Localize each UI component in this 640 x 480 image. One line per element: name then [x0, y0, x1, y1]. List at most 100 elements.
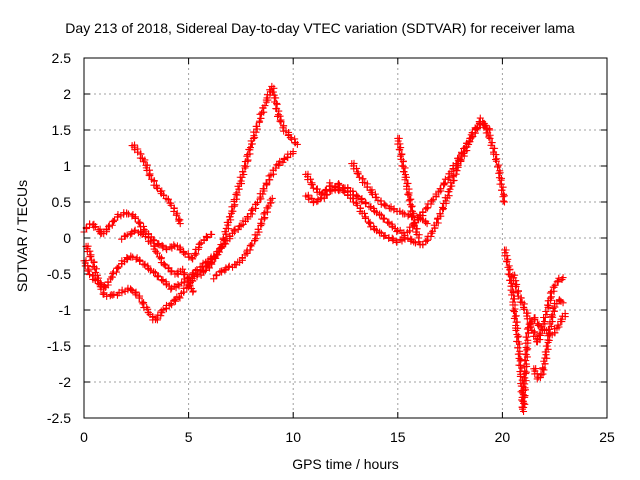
data-point — [396, 152, 404, 160]
data-point — [559, 274, 567, 282]
y-axis-label: SDTVAR / TECUs — [14, 179, 30, 293]
data-point — [410, 209, 418, 217]
data-point — [159, 277, 167, 285]
data-point — [225, 213, 233, 221]
data-point — [234, 226, 242, 234]
x-tick-label: 25 — [599, 429, 615, 445]
y-tick-label: 2.5 — [52, 50, 72, 66]
data-point — [167, 268, 175, 276]
series-track-b — [80, 252, 218, 293]
data-point — [523, 333, 531, 341]
data-point — [546, 329, 554, 337]
data-point — [405, 197, 413, 205]
series-track-l — [394, 134, 423, 242]
data-point — [181, 250, 189, 258]
data-point — [160, 191, 168, 199]
data-point — [524, 336, 532, 344]
series-track-e — [128, 141, 184, 228]
data-point — [188, 255, 196, 263]
data-point — [172, 211, 180, 219]
data-point — [208, 230, 216, 238]
data-point — [260, 185, 268, 193]
data-point — [225, 262, 233, 270]
data-point — [93, 277, 101, 285]
data-point — [168, 301, 176, 309]
data-point — [213, 271, 221, 279]
y-tick-label: -0.5 — [47, 266, 71, 282]
data-point — [354, 170, 362, 178]
data-point — [305, 195, 313, 203]
data-point — [266, 176, 274, 184]
data-point — [159, 306, 167, 314]
data-point — [550, 307, 558, 315]
y-tick-label: -2.5 — [47, 410, 71, 426]
data-point — [413, 225, 421, 233]
y-tick-label: -1.5 — [47, 338, 71, 354]
data-point — [423, 236, 431, 244]
data-point — [179, 265, 187, 273]
data-point — [465, 138, 473, 146]
chart-title: Day 213 of 2018, Sidereal Day-to-day VTE… — [65, 20, 575, 36]
data-point — [404, 212, 412, 220]
data-point — [546, 289, 554, 297]
data-point — [500, 198, 508, 206]
data-point — [308, 194, 316, 202]
series-track-j — [302, 118, 494, 249]
data-point — [217, 267, 225, 275]
data-point — [260, 210, 268, 218]
data-point — [349, 188, 357, 196]
data-point — [309, 184, 317, 192]
data-point — [514, 333, 522, 341]
data-point — [436, 210, 444, 218]
data-point — [516, 372, 524, 380]
series-track-o — [530, 296, 567, 383]
y-tick-label: 0.5 — [52, 194, 72, 210]
data-point — [176, 294, 184, 302]
data-point — [499, 197, 507, 205]
data-point — [510, 308, 518, 316]
data-point — [411, 239, 419, 247]
data-point — [474, 125, 482, 133]
data-point — [108, 273, 116, 281]
data-point — [376, 228, 384, 236]
data-point — [137, 150, 145, 158]
x-tick-label: 0 — [80, 429, 88, 445]
data-point — [273, 100, 281, 108]
data-point — [543, 354, 551, 362]
data-point — [520, 305, 528, 313]
data-point — [139, 300, 147, 308]
data-point — [135, 219, 143, 227]
data-point — [510, 295, 518, 303]
data-point — [150, 268, 158, 276]
data-point — [151, 242, 159, 250]
data-point — [92, 265, 100, 273]
data-point — [227, 216, 235, 224]
data-point — [404, 179, 412, 187]
data-point — [268, 194, 276, 202]
data-point — [200, 266, 208, 274]
data-point — [358, 197, 366, 205]
data-point — [410, 221, 418, 229]
data-point — [485, 133, 493, 141]
data-point — [494, 163, 502, 171]
data-point — [549, 283, 557, 291]
data-point — [555, 296, 563, 304]
data-point — [427, 229, 435, 237]
data-point — [113, 264, 121, 272]
data-point — [109, 217, 117, 225]
data-point — [554, 321, 562, 329]
data-point — [366, 219, 374, 227]
data-point — [280, 154, 288, 162]
data-point — [274, 111, 282, 119]
data-point — [335, 179, 343, 187]
data-point — [252, 235, 260, 243]
series-track-a — [80, 209, 216, 263]
data-point — [168, 267, 176, 275]
data-point — [385, 204, 393, 212]
data-point — [90, 223, 98, 231]
data-point — [174, 281, 182, 289]
data-point — [153, 183, 161, 191]
data-point — [500, 192, 508, 200]
data-point — [257, 114, 265, 122]
data-point — [141, 261, 149, 269]
